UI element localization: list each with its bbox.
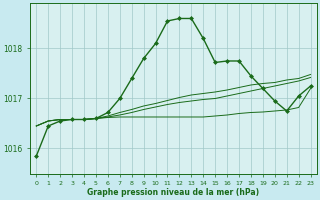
X-axis label: Graphe pression niveau de la mer (hPa): Graphe pression niveau de la mer (hPa) xyxy=(87,188,260,197)
